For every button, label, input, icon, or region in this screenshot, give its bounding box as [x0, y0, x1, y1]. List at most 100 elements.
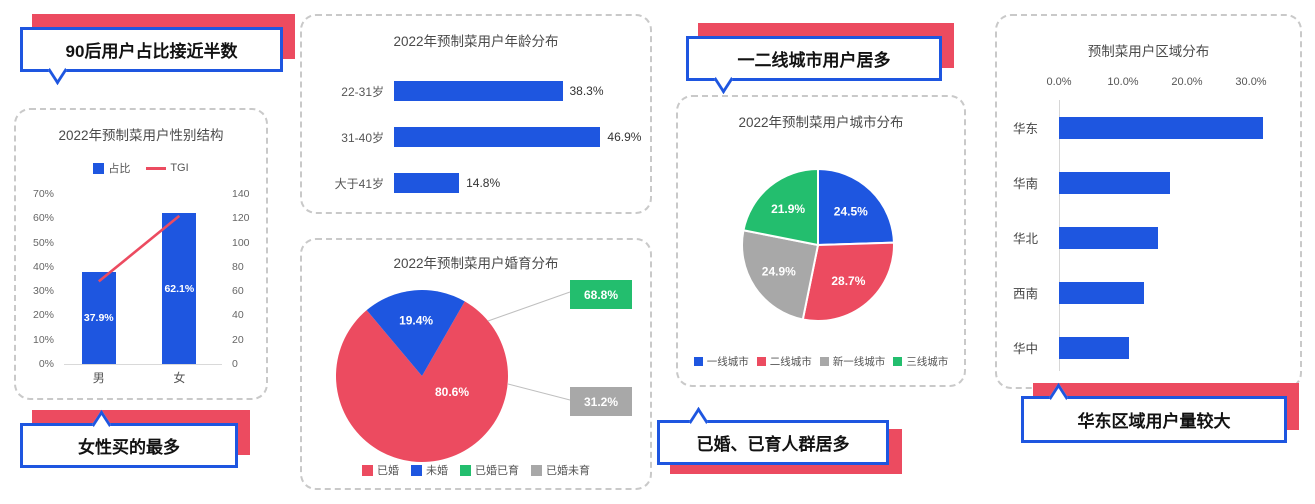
axis-tick: 30%: [32, 285, 54, 298]
tgi-line: [97, 214, 181, 283]
marriage-distribution-panel: 2022年预制菜用户婚育分布 80.6% 19.4% 68.8% 31.2% 已婚 未婚…: [300, 238, 652, 490]
category-label: 华北: [1013, 232, 1039, 246]
tgi-line-layer: [97, 214, 181, 283]
legend-item: 二线城市: [756, 354, 812, 369]
axis-tick: 10%: [32, 333, 54, 346]
gender-right-axis: 0 20 40 60 80 100 120 140: [230, 188, 260, 370]
legend-label: 三线城市: [906, 356, 949, 368]
callout-city-label: 一二线城市用户居多: [737, 51, 891, 70]
legend-swatch: [893, 357, 903, 366]
bar-女: 62.1%: [162, 213, 197, 364]
axis-tick: 100: [232, 236, 250, 249]
region-distribution-panel: 预制菜用户区域分布 0.0% 10.0% 20.0% 30.0% 华东 华南 华北 西南 华中: [995, 14, 1302, 389]
age-bar-chart: 22-31岁 38.3% 31-40岁 46.9% 大于41岁 14.8%: [318, 68, 642, 206]
legend-label: 已婚未育: [546, 465, 590, 477]
bar-row: 华中: [1013, 320, 1288, 375]
category-label: 31-40岁: [341, 130, 384, 145]
bar-row: 华南: [1013, 155, 1288, 210]
callout-region-label: 华东区域用户量较大: [1077, 412, 1231, 431]
bar-value-label: 46.9%: [607, 130, 642, 144]
axis-tick: 60%: [32, 212, 54, 225]
bar-华东: [1059, 116, 1263, 139]
pie-label-新一线城市: 24.9%: [762, 264, 796, 278]
pie-slice-已婚: [335, 301, 508, 462]
category-label: 22-31岁: [341, 84, 384, 99]
gender-legend: 占比 TGI: [16, 160, 266, 176]
bar-row: 西南: [1013, 265, 1288, 320]
legend-swatch: [756, 357, 766, 366]
legend-swatch: [531, 464, 542, 476]
legend-swatch: [460, 464, 471, 476]
pie-slice-一线城市: [817, 167, 895, 247]
bar-row: 华东: [1013, 100, 1288, 155]
connector-line: [507, 383, 571, 401]
bar-西南: [1059, 281, 1144, 304]
callout-tail: [48, 55, 67, 86]
marriage-legend: 已婚 未婚 已婚已育 已婚未育: [302, 462, 650, 478]
legend-swatch: [693, 357, 703, 366]
pie-label-未婚: 19.4%: [399, 314, 433, 328]
legend-item: 新一线城市: [819, 354, 885, 369]
axis-tick: 10.0%: [1107, 76, 1139, 88]
pie-label-已婚: 80.6%: [435, 385, 469, 399]
callout-gender-label: 女性买的最多: [78, 438, 180, 457]
legend-line-swatch: [146, 166, 167, 170]
pie-label-一线城市: 24.5%: [834, 204, 868, 218]
category-label: 华中: [1013, 342, 1039, 356]
axis-tick: 20%: [32, 309, 54, 322]
category-label: 女: [173, 371, 186, 385]
pie-label-三线城市: 21.9%: [771, 202, 805, 216]
axis-tick: 20.0%: [1171, 76, 1203, 88]
axis-tick: 0: [232, 358, 238, 370]
legend-swatch: [411, 464, 422, 476]
callout-marriage-label: 已婚、已育人群居多: [696, 435, 850, 454]
bar-row: 31-40岁 46.9%: [318, 114, 642, 160]
bar-value-label: 14.8%: [466, 176, 501, 190]
legend-label: 占比: [108, 163, 131, 175]
axis-tick: 20: [232, 333, 244, 346]
connector-line: [487, 291, 571, 322]
callout-region: 华东区域用户量较大: [1021, 382, 1299, 443]
age-distribution-panel: 2022年预制菜用户年龄分布 22-31岁 38.3% 31-40岁 46.9% 大于4…: [300, 14, 652, 214]
region-top-axis: 0.0% 10.0% 20.0% 30.0%: [1013, 76, 1288, 96]
bar-row: 大于41岁 14.8%: [318, 160, 642, 206]
category-label: 男: [92, 371, 105, 385]
legend-item: 三线城市: [893, 354, 948, 369]
category-label: 大于41岁: [334, 176, 384, 191]
legend-item: 已婚未育: [531, 462, 590, 478]
callout-box: 已婚、已育人群居多: [657, 406, 889, 465]
axis-tick: 40%: [32, 260, 54, 273]
callout-box: 华东区域用户量较大: [1021, 382, 1287, 443]
callout-city: 一二线城市用户居多: [686, 23, 954, 95]
axis-tick: 140: [232, 188, 250, 200]
region-chart-title: 预制菜用户区域分布: [1087, 44, 1210, 59]
region-bar-chart: 华东 华南华北西南华中: [1013, 100, 1288, 375]
callout-box: 90后用户占比接近半数: [20, 27, 283, 86]
gender-structure-panel: 2022年预制菜用户性别结构 占比 TGI 0% 10% 20% 30% 40% 50% 60…: [14, 108, 268, 400]
legend-label: 已婚已育: [475, 465, 519, 477]
legend-label: TGI: [170, 162, 189, 174]
pie-slice-未婚: [366, 289, 465, 376]
callout-box: 一二线城市用户居多: [686, 36, 942, 95]
sub-bar-已婚未育: [570, 387, 632, 416]
legend-label: 未婚: [426, 465, 448, 477]
age-chart-title: 2022年预制菜用户年龄分布: [393, 34, 559, 49]
city-legend: 一线城市 二线城市 新一线城市 三线城市: [678, 354, 964, 369]
legend-item: 已婚已育: [460, 462, 519, 478]
legend-item: 未婚: [411, 462, 448, 478]
bar-22-31岁: [394, 81, 563, 101]
gender-chart-title: 2022年预制菜用户性别结构: [58, 128, 224, 143]
city-pie-chart: 24.5% 28.7% 24.9% 21.9%: [741, 167, 895, 322]
legend-item: 已婚: [362, 462, 399, 478]
gender-left-axis: 0% 10% 20% 30% 40% 50% 60% 70%: [22, 188, 58, 370]
legend-label: 一线城市: [706, 356, 749, 368]
pie-label-二线城市: 28.7%: [831, 274, 865, 288]
bar-华北: [1059, 226, 1159, 249]
axis-tick: 50%: [32, 236, 54, 249]
bar-row: 华北: [1013, 210, 1288, 265]
legend-swatch: [819, 357, 829, 366]
bar-31-40岁: [394, 127, 601, 147]
legend-item: 一线城市: [693, 354, 749, 369]
callout-tail: [714, 64, 733, 95]
